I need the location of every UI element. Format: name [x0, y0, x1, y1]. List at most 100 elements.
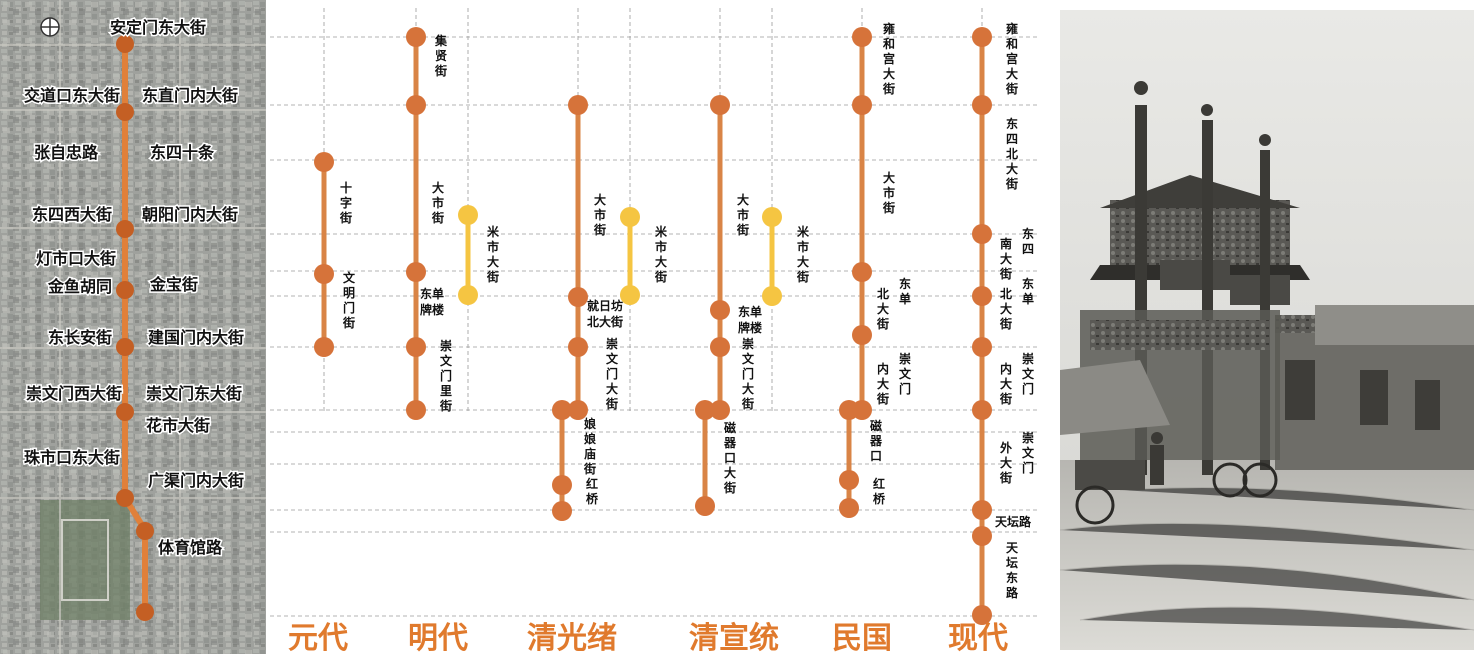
historical-photo	[1059, 10, 1474, 650]
segment-label-part: 北大街	[876, 286, 889, 331]
segment-label: 雍和宫大街	[882, 21, 895, 96]
segment-label-part: 北大街	[999, 286, 1012, 331]
branch-node	[458, 285, 478, 305]
route-node	[972, 286, 992, 306]
segment-label: 东四北大街	[1005, 116, 1018, 191]
map-label: 广渠门内大街	[148, 471, 244, 490]
map-label: 建国门内大街	[148, 328, 244, 347]
segment-label-part: 崇文门	[1022, 351, 1035, 396]
route-node	[972, 526, 992, 546]
segment-label: 文明门街	[342, 270, 356, 330]
segment-label-part: 南大街	[999, 236, 1012, 281]
map-label: 安定门东大街	[110, 18, 206, 37]
map-label: 花市大街	[146, 416, 210, 435]
segment-label: 崇文门里街	[439, 338, 453, 413]
route-node	[972, 605, 992, 625]
route-node	[710, 95, 730, 115]
map-label: 东直门内大街	[142, 86, 238, 105]
grid-lines	[270, 8, 1040, 617]
branch-label: 米市大街	[654, 224, 668, 284]
route-node	[710, 300, 730, 320]
satellite-map: 安定门东大街 交道口东大街 东直门内大街 张自忠路 东四十条 东四西大街 朝阳门内大街 灯市口…	[0, 0, 266, 654]
era-title: 现代	[948, 621, 1008, 654]
era-title: 清宣统	[689, 621, 779, 654]
segment-label: 红桥	[873, 476, 886, 506]
route-node	[406, 95, 426, 115]
map-label: 交道口东大街	[24, 86, 120, 105]
segment-label: 崇文门大街	[605, 336, 619, 411]
era-title: 清光绪	[527, 621, 617, 654]
segment-label: 雍和宫大街	[1005, 21, 1018, 96]
map-label: 灯市口大街	[36, 249, 116, 268]
route-node	[839, 498, 859, 518]
segment-label-part: 东四	[1022, 226, 1034, 256]
map-route-nodes	[116, 35, 154, 621]
route-node	[568, 95, 588, 115]
map-label: 东四西大街	[32, 205, 112, 224]
route-node	[695, 496, 715, 516]
segment-label: 天坛东路	[1006, 541, 1019, 600]
route-node	[972, 400, 992, 420]
map-label: 体育馆路	[158, 538, 223, 557]
route-node	[972, 337, 992, 357]
route-node	[972, 27, 992, 47]
segment-label: 大市街	[431, 180, 444, 225]
segment-label: 东单牌楼	[420, 286, 444, 317]
era-title: 民国	[832, 621, 892, 654]
map-label: 张自忠路	[34, 143, 99, 162]
segment-label: 红桥	[586, 476, 599, 506]
segment-label: 十字街	[339, 180, 352, 225]
branch-node	[762, 207, 782, 227]
map-label: 金宝街	[149, 275, 198, 294]
segment-label: 集贤街	[434, 33, 448, 78]
segment-label: 天坛路	[995, 514, 1032, 529]
branch-node	[620, 285, 640, 305]
route-node	[852, 325, 872, 345]
route-node	[852, 95, 872, 115]
segment-label: 就日坊北大街	[587, 298, 623, 329]
route-node	[314, 337, 334, 357]
segment-label: 大市街	[736, 192, 749, 237]
map-label: 崇文门西大街	[26, 384, 122, 403]
segment-label: 崇文门大街	[741, 336, 755, 411]
segment-label: 磁器口	[869, 418, 883, 463]
route-node	[972, 224, 992, 244]
segment-label: 娘娘庙街	[583, 416, 596, 476]
route-node	[552, 501, 572, 521]
branch-node	[458, 205, 478, 225]
route-node	[972, 500, 992, 520]
route-node	[710, 400, 730, 420]
route-node	[314, 152, 334, 172]
route-node	[406, 337, 426, 357]
route-node	[406, 27, 426, 47]
branch-node	[620, 207, 640, 227]
route-node	[552, 400, 572, 420]
route-node	[314, 264, 334, 284]
map-label: 崇文门东大街	[146, 384, 242, 403]
route-node	[568, 400, 588, 420]
branch-node	[762, 286, 782, 306]
segment-label: 大市街	[882, 170, 895, 215]
era-title: 明代	[408, 621, 468, 654]
segment-label-part: 崇文门	[1022, 430, 1035, 475]
route-node	[852, 400, 872, 420]
segment-label-part: 外大街	[999, 440, 1012, 485]
map-label: 珠市口东大街	[24, 448, 120, 467]
segment-label-part: 东单	[1022, 276, 1034, 306]
route-node	[710, 337, 730, 357]
map-label: 朝阳门内大街	[142, 205, 238, 224]
era-6: 雍和宫大街东四北大街东四南大街东单北大街崇文门内大街崇文门外大街天坛路天坛东路现…	[948, 21, 1035, 654]
